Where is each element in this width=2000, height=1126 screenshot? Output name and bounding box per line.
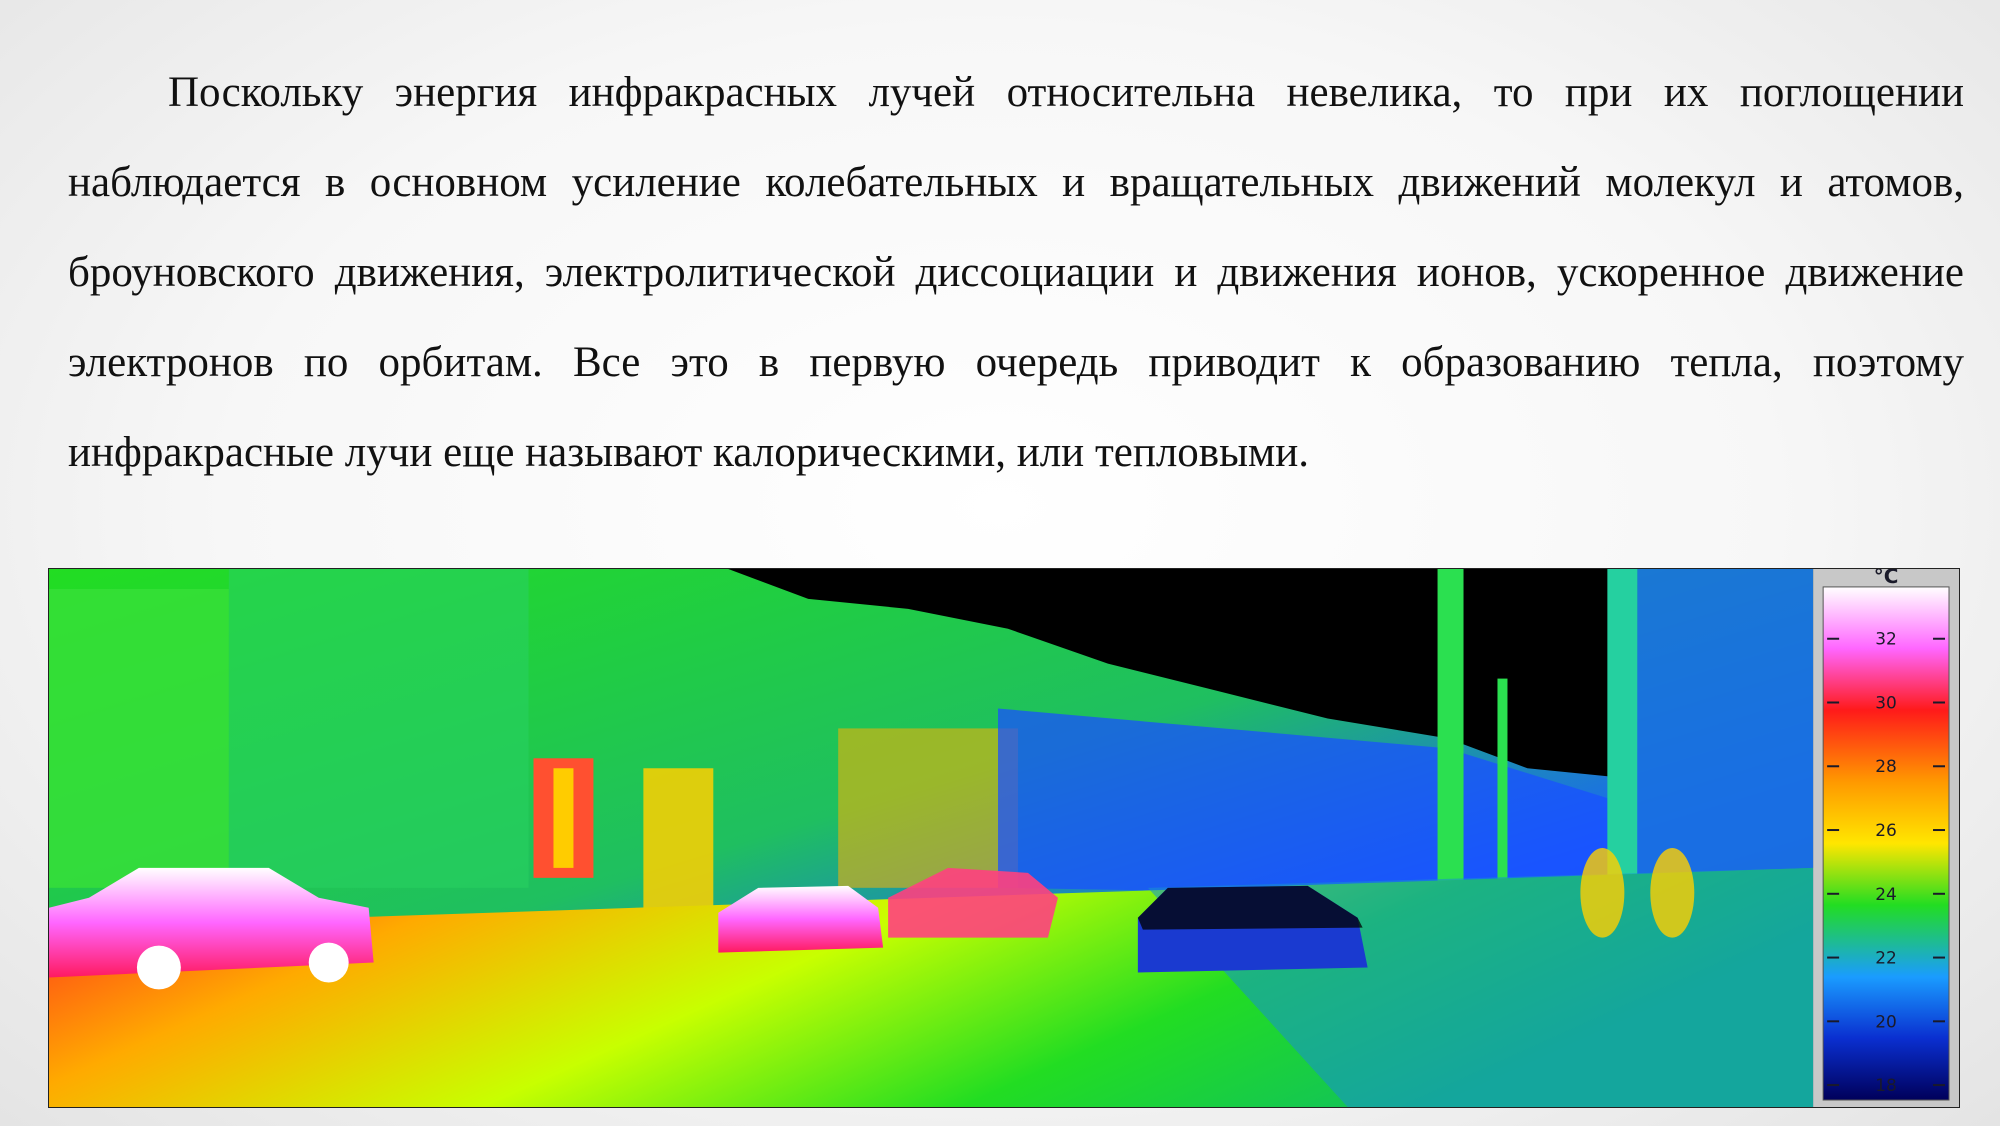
thermal-image-svg: °C 32 30 28 26 24 22 20 18 bbox=[49, 569, 1959, 1107]
car-dark-roof bbox=[1137, 885, 1363, 930]
scale-unit-label: °C bbox=[1874, 569, 1899, 588]
scale-tick-label: 28 bbox=[1875, 756, 1897, 776]
lamp-pole-2 bbox=[1497, 678, 1508, 1008]
warm-facade bbox=[643, 768, 714, 908]
building-left bbox=[49, 588, 229, 888]
car-left bbox=[49, 867, 374, 978]
car-left-wheel bbox=[136, 945, 181, 990]
car-left-wheel-2 bbox=[308, 942, 349, 983]
scale-ticks: 32 30 28 26 24 22 20 18 bbox=[1827, 629, 1946, 1095]
temperature-scale-bar bbox=[1822, 586, 1950, 1101]
scale-tick-label: 18 bbox=[1875, 1075, 1897, 1095]
scale-tick-label: 30 bbox=[1875, 693, 1897, 713]
pedestrian-1 bbox=[1580, 847, 1625, 938]
scale-tick-label: 22 bbox=[1875, 948, 1897, 968]
warm-tree-area bbox=[838, 728, 1018, 888]
warm-window-core bbox=[553, 768, 574, 868]
car-middle-2 bbox=[888, 867, 1058, 938]
pedestrian-2 bbox=[1650, 847, 1695, 938]
car-middle bbox=[718, 885, 884, 953]
scale-tick-label: 20 bbox=[1875, 1011, 1897, 1031]
sky-region bbox=[728, 569, 1628, 779]
thermal-image: °C 32 30 28 26 24 22 20 18 bbox=[48, 568, 1960, 1108]
building-mid bbox=[228, 569, 529, 888]
scale-tick-label: 32 bbox=[1875, 629, 1897, 649]
body-paragraph: Поскольку энергия инфракрасных лучей отн… bbox=[68, 69, 1964, 476]
scale-tick-label: 24 bbox=[1875, 884, 1897, 904]
scale-tick-label: 26 bbox=[1875, 820, 1897, 840]
